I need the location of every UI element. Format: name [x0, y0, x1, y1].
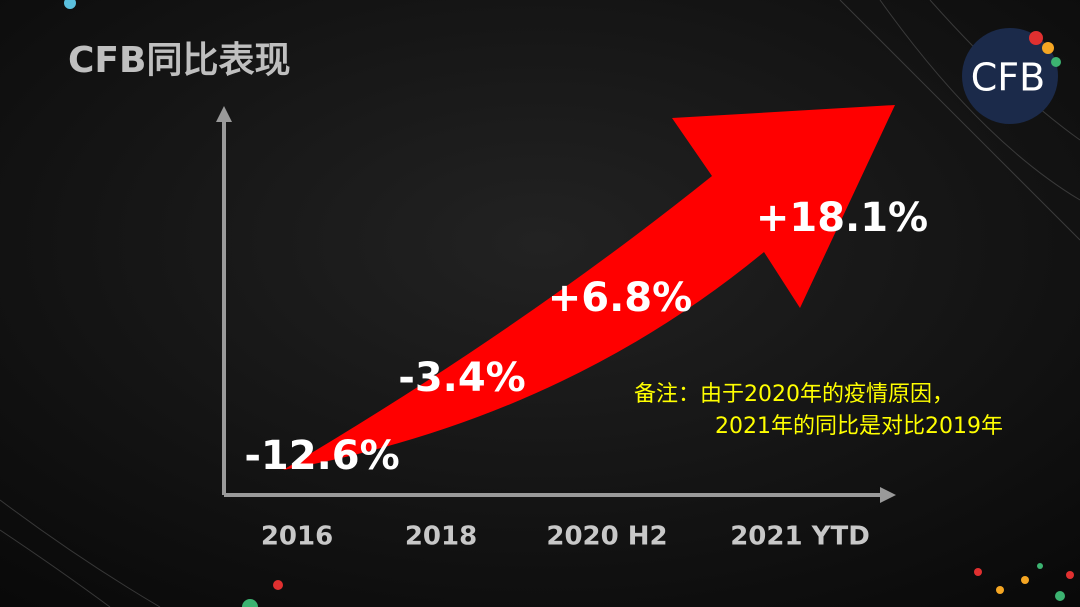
- decor-dots: [64, 0, 1074, 607]
- logo-circle: [962, 28, 1058, 124]
- logo-text: CFB: [971, 56, 1045, 100]
- axes: [216, 106, 896, 503]
- data-label: +18.1%: [756, 195, 928, 241]
- x-tick-label: 2020 H2: [546, 522, 667, 552]
- data-label: +6.8%: [548, 275, 692, 321]
- logo: CFB: [962, 28, 1061, 124]
- growth-arrow: [283, 105, 895, 470]
- x-axis-arrow: [880, 487, 896, 503]
- note: 备注：由于2020年的疫情原因，: [634, 382, 954, 407]
- x-tick-label: 2018: [405, 522, 477, 552]
- data-label: -12.6%: [244, 433, 399, 479]
- x-tick-label: 2016: [261, 522, 333, 552]
- y-axis-arrow: [216, 106, 232, 122]
- data-label: -3.4%: [398, 355, 526, 401]
- x-tick-label: 2021 YTD: [730, 522, 870, 552]
- note: 2021年的同比是对比2019年: [715, 414, 1003, 439]
- slide-title: CFB同比表现: [68, 40, 290, 81]
